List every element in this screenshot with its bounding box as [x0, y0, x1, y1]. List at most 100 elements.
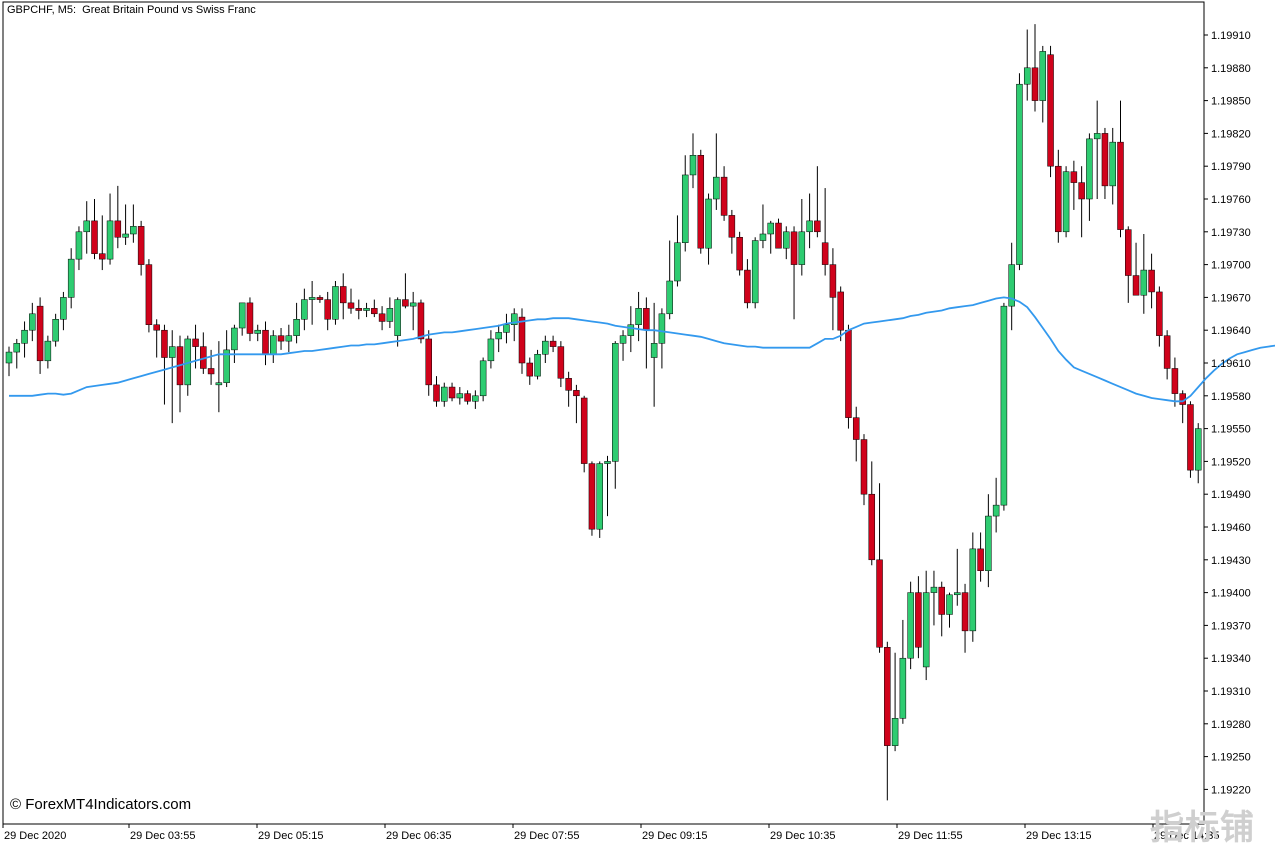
y-tick-label: 1.19340 [1211, 653, 1251, 665]
candle [433, 376, 440, 407]
candle [783, 226, 790, 260]
candle-body-bull [899, 657, 907, 719]
candle-body-bear [99, 253, 106, 260]
candle-body-bull [479, 360, 487, 397]
candle-body-bear [565, 378, 572, 391]
candle [596, 461, 603, 538]
y-tick-label: 1.19820 [1211, 128, 1251, 140]
candle-body-bull [21, 329, 28, 344]
candle [666, 240, 673, 320]
candle-body-bear [114, 220, 122, 238]
candle [658, 308, 666, 369]
x-tick-label: 29 Dec 05:15 [258, 830, 323, 842]
candle-body-bear [402, 299, 409, 307]
plot-frame [2, 1, 1205, 825]
candle-body-bear [643, 308, 650, 331]
candle-body-bull [969, 548, 977, 632]
candle-body-bear [588, 463, 596, 530]
candle [52, 313, 59, 347]
candle-body-bear [91, 220, 98, 254]
candle-body-bull [441, 386, 448, 402]
candle [814, 166, 821, 238]
candle-body-bear [1070, 171, 1078, 183]
candle-body-bear [1125, 229, 1132, 276]
candle-body-bear [852, 417, 860, 440]
candle-body-bear [145, 264, 153, 325]
candle [36, 297, 44, 374]
candle-body-bear [378, 313, 386, 322]
candle [448, 382, 456, 402]
candle [1148, 253, 1155, 309]
candle-body-bull [705, 198, 712, 249]
candle-body-bull [270, 335, 277, 355]
y-tick-label: 1.19670 [1211, 292, 1251, 304]
candle-body-bear [518, 316, 526, 364]
candle-body-bull [495, 332, 502, 340]
candle-body-bull [130, 226, 137, 235]
candle [277, 328, 285, 350]
candle [223, 330, 230, 388]
candle-body-bull [954, 592, 961, 596]
candle-body-bull [223, 349, 230, 383]
candle-body-bear [736, 237, 743, 271]
candle [627, 306, 635, 353]
candle [954, 548, 961, 606]
candle-body-bull [106, 220, 114, 260]
candle-body-bear [1078, 182, 1085, 200]
candle-body-bull [596, 463, 603, 530]
candle [402, 273, 409, 309]
candle [650, 302, 658, 407]
candle-body-bull [1194, 428, 1202, 471]
candle-body-bull [363, 308, 370, 311]
candle [215, 341, 223, 413]
candle [899, 619, 907, 724]
candle [542, 335, 549, 363]
candle-body-bear [829, 264, 837, 298]
candle [487, 330, 495, 369]
candle-body-bear [837, 291, 844, 331]
candle [1101, 127, 1109, 199]
candle [829, 248, 837, 331]
candle-body-bear [821, 242, 829, 265]
candle-body-bull [767, 222, 774, 235]
candle-body-bear [580, 397, 588, 464]
candle-body-bear [744, 269, 751, 304]
x-tick-label: 29 Dec 2020 [4, 830, 66, 842]
candle-body-bear [860, 439, 868, 495]
candle [378, 306, 386, 331]
candle [238, 302, 246, 336]
candle [472, 390, 479, 409]
y-tick-label: 1.19250 [1211, 752, 1251, 764]
y-tick-label: 1.19910 [1211, 30, 1251, 42]
candle-body-bull [231, 327, 238, 351]
candle-body-bear [1132, 275, 1140, 296]
candle [1055, 149, 1062, 243]
candle [91, 199, 98, 260]
candle-body-bear [36, 305, 44, 362]
candle-body-bull [238, 302, 246, 329]
candle [580, 395, 588, 473]
x-tick-label: 29 Dec 09:15 [642, 830, 707, 842]
candle [262, 321, 269, 366]
candle-body-bull [907, 592, 914, 659]
candle-body-bull [922, 592, 930, 668]
candle-body-bull [674, 242, 681, 282]
candle [860, 434, 868, 506]
candle-body-bear [1101, 133, 1109, 187]
y-tick-label: 1.19460 [1211, 522, 1251, 534]
x-tick-label: 29 Dec 07:55 [514, 830, 579, 842]
candle-body-bear [1163, 335, 1171, 369]
candle [534, 349, 541, 380]
candle-body-bull [293, 319, 300, 336]
y-tick-label: 1.19580 [1211, 391, 1251, 403]
candle-body-bull [930, 586, 938, 593]
candle [355, 299, 363, 320]
candle [270, 330, 277, 363]
candle [705, 193, 712, 265]
candle-body-bear [1055, 165, 1062, 233]
candle-body-bull [635, 308, 642, 325]
candle [386, 297, 394, 329]
candle-body-bear [775, 222, 782, 249]
